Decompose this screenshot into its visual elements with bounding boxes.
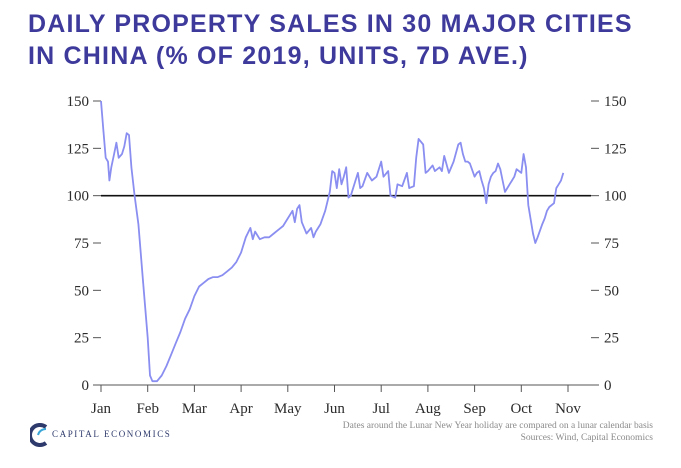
x-axis: Jan Feb Mar Apr May Jun Jul Aug Sep Oct Nov: [91, 385, 581, 417]
y-tick-left-label: 125: [67, 141, 90, 157]
x-tick-label: Aug: [415, 401, 441, 417]
chart-title: DAILY PROPERTY SALES IN 30 MAJOR CITIES …: [28, 10, 633, 70]
x-tick-label: Mar: [182, 401, 207, 417]
y-tick-right-label: 100: [604, 189, 627, 205]
y-tick-right-label: 150: [604, 94, 627, 110]
capital-economics-logo: CAPITAL ECONOMICS: [30, 420, 230, 450]
y-tick-right-label: 0: [604, 378, 612, 394]
y-tick-right-label: 75: [604, 236, 619, 252]
y-tick-left-label: 50: [74, 283, 89, 299]
y-tick-right-label: 25: [604, 331, 619, 347]
series-line: [100, 100, 565, 383]
x-tick-label: Nov: [555, 401, 581, 417]
x-tick-label: Feb: [136, 401, 159, 417]
x-tick-label: Jul: [372, 401, 390, 417]
x-tick-label: Oct: [510, 401, 532, 417]
y-tick-left-label: 100: [67, 189, 90, 205]
y-tick-left-label: 75: [74, 236, 89, 252]
chart-notes: Dates around the Lunar New Year holiday …: [343, 420, 653, 444]
lunar-note: Dates around the Lunar New Year holiday …: [342, 421, 653, 431]
y-axis-right: 0 25 50 75 100 125 150: [591, 94, 627, 394]
x-tick-label: Sep: [463, 401, 486, 417]
x-tick-label: Jun: [324, 401, 345, 417]
logo-c-icon: [30, 423, 48, 447]
x-tick-label: Jan: [91, 401, 111, 417]
y-axis-left: 0 25 50 75 100 125 150: [67, 94, 101, 394]
y-tick-right-label: 125: [604, 141, 627, 157]
y-tick-right-label: 50: [604, 283, 619, 299]
y-tick-left-label: 0: [82, 378, 90, 394]
logo-text: CAPITAL ECONOMICS: [52, 429, 172, 439]
y-tick-left-label: 25: [74, 331, 89, 347]
x-tick-label: Apr: [229, 401, 252, 417]
y-tick-left-label: 150: [67, 94, 90, 110]
sources-note: Sources: Wind, Capital Economics: [520, 433, 653, 443]
x-tick-label: May: [274, 401, 302, 417]
